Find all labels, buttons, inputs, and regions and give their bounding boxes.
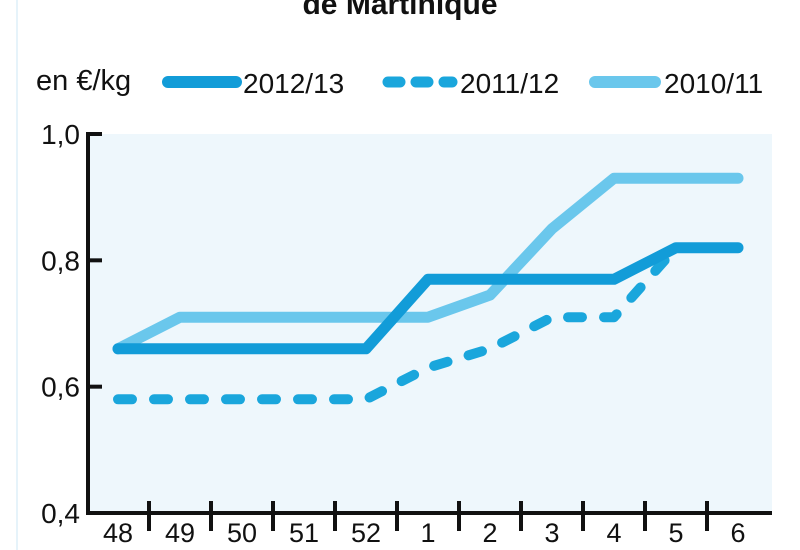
legend-label: 2012/13 <box>243 68 344 99</box>
x-tick-label: 50 <box>227 518 257 548</box>
x-tick-label: 52 <box>351 518 381 548</box>
y-tick-label: 0,6 <box>41 372 80 403</box>
y-tick-label: 0,8 <box>41 245 80 276</box>
plot-area <box>88 134 772 513</box>
x-tick-label: 1 <box>420 518 435 548</box>
legend-label: 2010/11 <box>664 68 763 99</box>
series-line-2011-12 <box>113 242 743 405</box>
y-tick-label: 0,4 <box>41 498 80 529</box>
x-tick-label: 51 <box>289 518 319 548</box>
unit-label: en €/kg <box>36 65 132 97</box>
legend-label: 2011/12 <box>460 68 559 99</box>
x-tick-label: 6 <box>730 518 745 548</box>
series-line-2010-11 <box>112 172 744 355</box>
y-tick-label: 1,0 <box>41 119 80 150</box>
series-line-2012-13 <box>112 242 744 355</box>
chart-title: de Martinique <box>302 0 498 21</box>
x-tick-label: 3 <box>544 518 559 548</box>
x-tick-label: 49 <box>165 518 195 548</box>
x-tick-label: 4 <box>606 518 621 548</box>
x-tick-label: 48 <box>103 518 133 548</box>
x-tick-label: 5 <box>668 518 683 548</box>
x-tick-label: 2 <box>482 518 497 548</box>
